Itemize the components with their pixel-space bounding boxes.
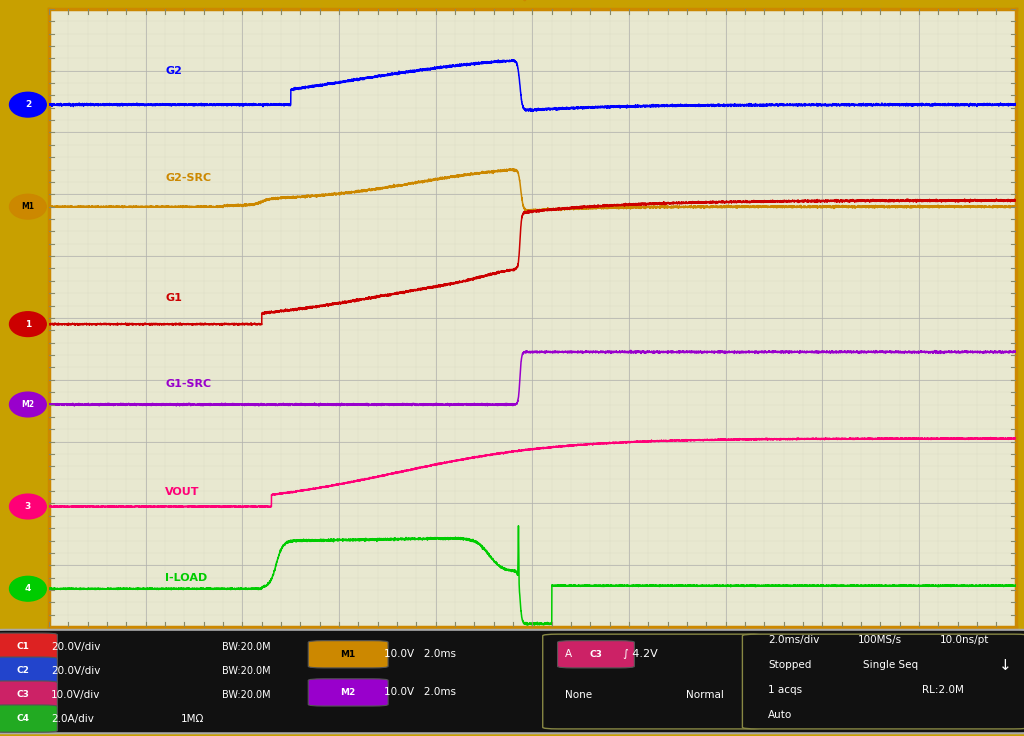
- Text: A: A: [565, 649, 572, 659]
- Text: 10.0ns/pt: 10.0ns/pt: [940, 635, 989, 645]
- Text: None: None: [565, 690, 592, 700]
- Text: BW:20.0M: BW:20.0M: [222, 690, 270, 700]
- Text: 20.0V/div: 20.0V/div: [51, 665, 100, 676]
- Text: M2: M2: [22, 400, 35, 409]
- Text: Stopped: Stopped: [768, 660, 811, 670]
- FancyBboxPatch shape: [0, 681, 57, 708]
- Text: M1: M1: [22, 202, 35, 211]
- Text: BW:20.0M: BW:20.0M: [222, 642, 270, 651]
- FancyBboxPatch shape: [543, 634, 763, 729]
- Text: Single Seq: Single Seq: [863, 660, 919, 670]
- Text: 20.0V/div: 20.0V/div: [51, 642, 100, 651]
- Text: G1-SRC: G1-SRC: [165, 379, 211, 389]
- Text: Auto: Auto: [768, 710, 793, 721]
- Text: 100MS/s: 100MS/s: [858, 635, 902, 645]
- FancyBboxPatch shape: [0, 633, 57, 660]
- Ellipse shape: [9, 92, 46, 117]
- Text: ∫ 4.2V: ∫ 4.2V: [623, 649, 657, 659]
- Text: 3: 3: [25, 502, 31, 511]
- Text: 4: 4: [25, 584, 31, 593]
- FancyBboxPatch shape: [557, 640, 634, 668]
- Text: Normal: Normal: [686, 690, 724, 700]
- Text: I-LOAD: I-LOAD: [165, 573, 208, 583]
- Text: 10.0V/div: 10.0V/div: [51, 690, 100, 700]
- FancyBboxPatch shape: [308, 679, 388, 706]
- Text: G1: G1: [165, 293, 182, 303]
- FancyBboxPatch shape: [0, 705, 57, 732]
- Text: 10.0V   2.0ms: 10.0V 2.0ms: [384, 649, 456, 659]
- Text: G2-SRC: G2-SRC: [165, 173, 211, 183]
- Ellipse shape: [9, 494, 46, 519]
- Text: G2: G2: [165, 66, 182, 76]
- Text: C4: C4: [16, 714, 29, 723]
- Text: 2: 2: [25, 100, 31, 109]
- FancyBboxPatch shape: [0, 657, 57, 684]
- Text: M1: M1: [341, 650, 355, 659]
- Ellipse shape: [9, 194, 46, 219]
- Text: 1 acqs: 1 acqs: [768, 685, 802, 696]
- FancyBboxPatch shape: [308, 640, 388, 668]
- Ellipse shape: [9, 576, 46, 601]
- FancyBboxPatch shape: [742, 634, 1024, 729]
- Text: ↓: ↓: [998, 658, 1011, 673]
- Text: BW:20.0M: BW:20.0M: [222, 665, 270, 676]
- Ellipse shape: [9, 312, 46, 336]
- Text: 10.0V   2.0ms: 10.0V 2.0ms: [384, 687, 456, 698]
- Ellipse shape: [9, 392, 46, 417]
- Text: VOUT: VOUT: [165, 487, 200, 498]
- Text: C1: C1: [16, 643, 29, 651]
- Text: 1: 1: [25, 319, 31, 329]
- Text: 1MΩ: 1MΩ: [181, 714, 205, 723]
- Text: RL:2.0M: RL:2.0M: [922, 685, 964, 696]
- Text: 2.0ms/div: 2.0ms/div: [768, 635, 819, 645]
- Text: C2: C2: [16, 666, 29, 675]
- Text: C3: C3: [16, 690, 29, 699]
- FancyBboxPatch shape: [0, 630, 1024, 733]
- Text: 2.0A/div: 2.0A/div: [51, 714, 94, 723]
- Text: M2: M2: [341, 688, 355, 697]
- Text: C3: C3: [590, 650, 602, 659]
